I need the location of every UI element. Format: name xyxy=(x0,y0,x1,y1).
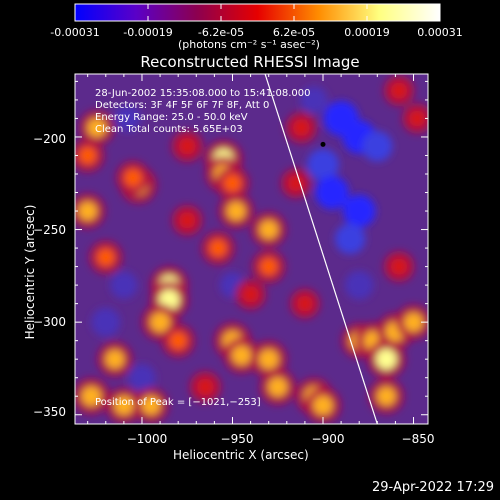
colorbar-ticks xyxy=(74,4,441,21)
annotation-total-counts: Clean Total counts: 5.65E+03 xyxy=(95,124,243,135)
hot-spot xyxy=(169,331,188,350)
cold-spot xyxy=(114,105,141,132)
heatmap-field xyxy=(75,75,428,424)
hot-spot xyxy=(259,220,279,239)
hot-spot xyxy=(231,345,252,366)
colorbar-tick-label: 6.2e-05 xyxy=(272,26,316,39)
hot-spot xyxy=(114,395,134,416)
hot-spot xyxy=(87,118,107,138)
y-tick-label: −250 xyxy=(33,223,66,237)
hot-spot xyxy=(404,312,423,332)
timestamp: 29-Apr-2022 17:29 xyxy=(372,480,494,495)
colorbar-tick-label: 0.00019 xyxy=(344,26,390,39)
colorbar-units-label: (photons cm⁻² s⁻¹ asec⁻²) xyxy=(178,38,320,51)
hot-spot xyxy=(123,168,142,187)
hot-spot xyxy=(313,395,333,416)
cold-spot xyxy=(91,307,121,337)
axis-ticks xyxy=(75,74,428,424)
hot-spot xyxy=(178,212,196,229)
colorbar xyxy=(74,3,441,22)
y-tick-label: −350 xyxy=(33,405,66,419)
hot-spot xyxy=(287,175,304,192)
hot-spot xyxy=(96,248,115,267)
hot-spot xyxy=(268,377,288,397)
hot-spot xyxy=(375,348,397,370)
annotation-time-range: 28-Jun-2002 15:35:08.000 to 15:41:08.000 xyxy=(95,88,311,99)
cold-spot xyxy=(344,270,374,300)
colorbar-tick-label: 0.00031 xyxy=(417,26,463,39)
x-tick-label: −950 xyxy=(220,432,254,446)
hot-spot xyxy=(259,257,278,276)
cold-spot xyxy=(307,148,340,181)
hot-spot xyxy=(196,378,214,396)
plot-frame xyxy=(74,73,429,425)
peak-position-label: Position of Peak = [−1021,−253] xyxy=(95,397,261,408)
cold-spot xyxy=(362,131,393,162)
hot-spot xyxy=(150,312,171,333)
cold-spot xyxy=(300,86,328,114)
x-tick-label: −1000 xyxy=(126,432,168,446)
hot-spot xyxy=(376,386,396,406)
hot-spot xyxy=(409,110,426,127)
hot-spot xyxy=(178,137,196,155)
annotation-detectors: Detectors: 3F 4F 5F 6F 7F 8F, Att 0 xyxy=(95,100,270,111)
hot-spot xyxy=(390,82,408,99)
hot-spot xyxy=(141,396,161,415)
cold-spot xyxy=(334,223,366,255)
hot-spot xyxy=(292,119,310,137)
annotation-energy-range: Energy Range: 25.0 - 50.0 keV xyxy=(95,112,248,123)
hot-spot xyxy=(258,349,279,370)
hot-spot xyxy=(223,174,242,193)
hot-spot xyxy=(296,295,313,312)
peak-marker xyxy=(320,141,326,147)
cold-spot xyxy=(128,364,156,392)
hot-spot xyxy=(242,286,259,303)
y-tick-label: −300 xyxy=(33,315,66,329)
hot-spot xyxy=(105,349,125,369)
hot-spot xyxy=(78,146,97,165)
cold-spot xyxy=(315,175,349,210)
hot-spot xyxy=(81,386,102,407)
cold-spot xyxy=(342,194,376,228)
x-tick-label: −850 xyxy=(401,432,435,446)
cold-spot xyxy=(110,271,138,299)
y-tick-label: −200 xyxy=(33,132,66,146)
hot-spot xyxy=(390,258,408,275)
limb-line-segment xyxy=(264,74,378,424)
y-axis-label: Heliocentric Y (arcsec) xyxy=(23,204,37,340)
hot-spot xyxy=(209,239,227,258)
hot-spot xyxy=(226,201,246,221)
chart-title: Reconstructed RHESSI Image xyxy=(140,53,360,71)
hot-spot xyxy=(78,201,98,221)
colorbar-tick-label: -0.00031 xyxy=(50,26,100,39)
colorbar-tick-label: -6.2e-05 xyxy=(197,26,245,39)
peak-marker-dot xyxy=(320,141,326,147)
x-tick-label: −900 xyxy=(311,432,345,446)
colorbar-tick-label: -0.00019 xyxy=(123,26,173,39)
x-axis-label: Heliocentric X (arcsec) xyxy=(173,448,309,462)
limb-line xyxy=(264,74,378,424)
